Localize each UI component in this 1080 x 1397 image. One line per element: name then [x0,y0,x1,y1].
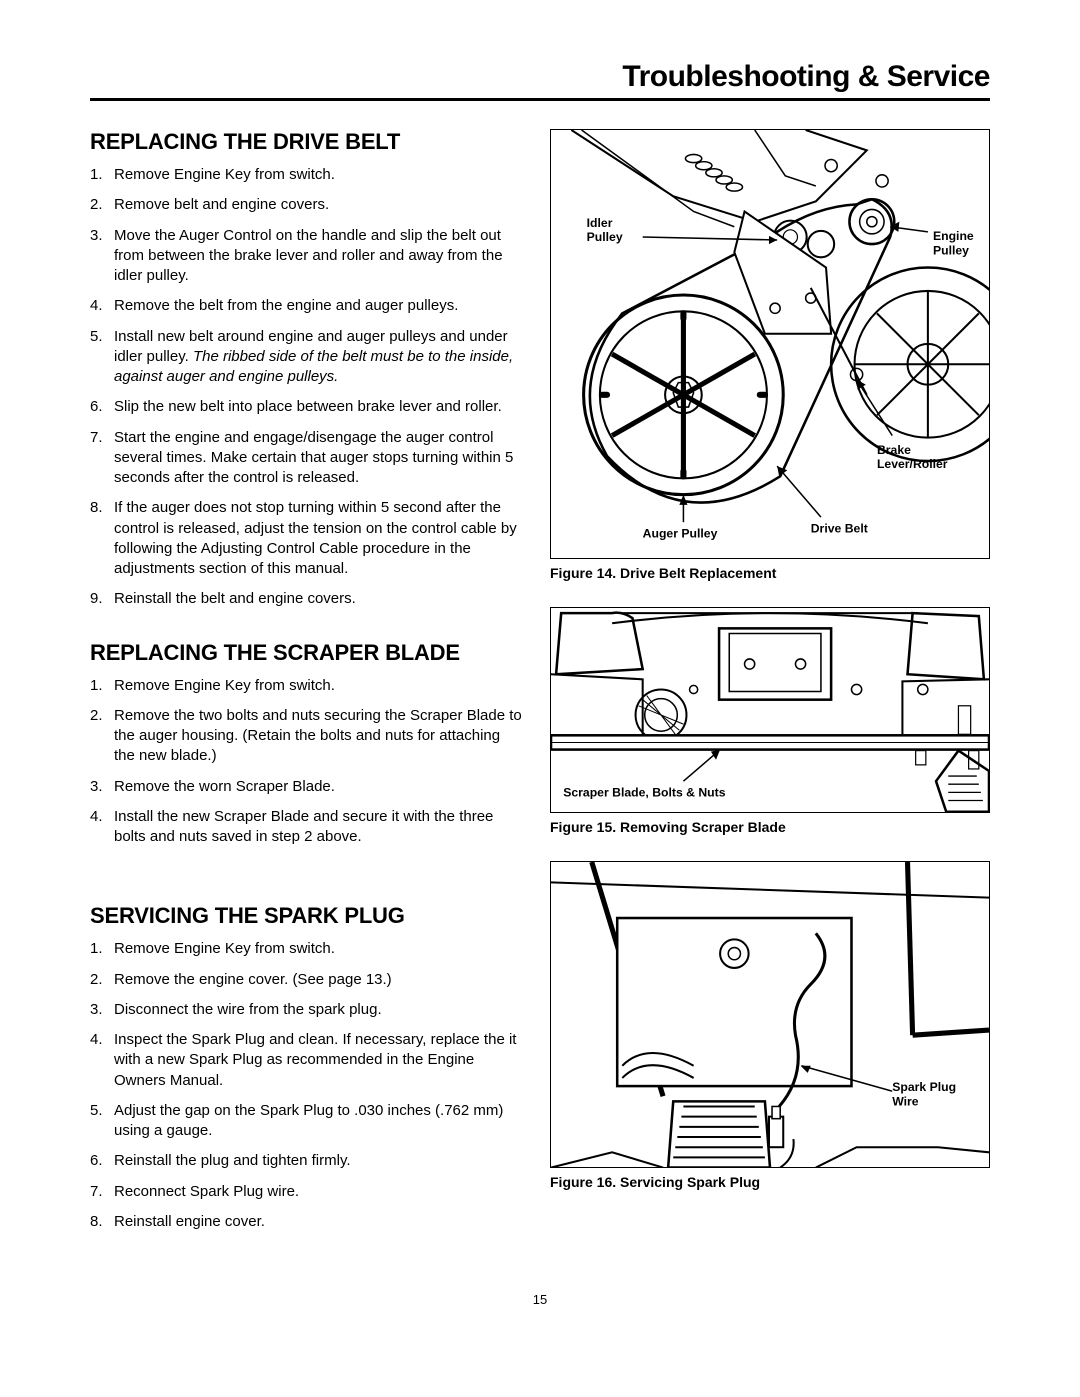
step: Reinstall engine cover. [90,1212,522,1232]
right-column: Idler Pulley Engine Pulley Brake Lever/R… [550,129,990,1242]
figure-16-box: Spark Plug Wire [550,861,990,1169]
step: Reinstall the plug and tighten firmly. [90,1151,522,1171]
step: Remove belt and engine covers. [90,195,522,215]
step: Reinstall the belt and engine covers. [90,589,522,609]
label-engine: Engine [933,229,974,243]
scraper-blade-steps: Remove Engine Key from switch. Remove th… [90,676,522,848]
step: Remove the two bolts and nuts securing t… [90,706,522,767]
scraper-blade-heading: REPLACING THE SCRAPER BLADE [90,640,522,666]
label-idler2: Pulley [587,230,623,244]
figure-14-wrapper: Idler Pulley Engine Pulley Brake Lever/R… [550,129,990,589]
step: If the auger does not stop turning withi… [90,498,522,579]
drive-belt-heading: REPLACING THE DRIVE BELT [90,129,522,155]
step: Remove the engine cover. (See page 13.) [90,970,522,990]
step: Move the Auger Control on the handle and… [90,226,522,287]
scraper-blade-diagram: Scraper Blade, Bolts & Nuts [551,608,989,812]
label-scraper: Scraper Blade, Bolts & Nuts [563,785,725,799]
figure-14-box: Idler Pulley Engine Pulley Brake Lever/R… [550,129,990,559]
label-sparkplug2: Wire [892,1094,919,1108]
step: Inspect the Spark Plug and clean. If nec… [90,1030,522,1091]
step: Adjust the gap on the Spark Plug to .030… [90,1101,522,1142]
step: Reconnect Spark Plug wire. [90,1182,522,1202]
figure-16-wrapper: Spark Plug Wire Figure 16. Servicing Spa… [550,861,990,1199]
spark-plug-heading: SERVICING THE SPARK PLUG [90,903,522,929]
step: Start the engine and engage/disengage th… [90,428,522,489]
step: Install new belt around engine and auger… [90,327,522,388]
step: Install the new Scraper Blade and secure… [90,807,522,848]
label-brake2: Lever/Roller [877,457,948,471]
step: Remove the worn Scraper Blade. [90,777,522,797]
main-columns: REPLACING THE DRIVE BELT Remove Engine K… [90,129,990,1242]
label-brake: Brake [877,443,911,457]
step: Remove Engine Key from switch. [90,165,522,185]
label-sparkplug: Spark Plug [892,1080,956,1094]
figure-15-caption: Figure 15. Removing Scraper Blade [550,819,990,835]
step: Disconnect the wire from the spark plug. [90,1000,522,1020]
spark-plug-diagram: Spark Plug Wire [551,862,989,1168]
step: Remove Engine Key from switch. [90,939,522,959]
label-idler: Idler [587,216,613,230]
label-drivebelt: Drive Belt [811,521,868,535]
page-header-bar: Troubleshooting & Service [90,60,990,101]
left-column: REPLACING THE DRIVE BELT Remove Engine K… [90,129,522,1242]
figure-15-box: Scraper Blade, Bolts & Nuts [550,607,990,813]
page-number: 15 [90,1292,990,1307]
step: Remove the belt from the engine and auge… [90,296,522,316]
page-header-title: Troubleshooting & Service [622,60,990,94]
figure-14-caption: Figure 14. Drive Belt Replacement [550,565,990,581]
figure-15-wrapper: Scraper Blade, Bolts & Nuts Figure 15. R… [550,607,990,843]
drive-belt-steps: Remove Engine Key from switch. Remove be… [90,165,522,610]
figure-16-caption: Figure 16. Servicing Spark Plug [550,1174,990,1190]
label-auger: Auger Pulley [643,526,718,540]
spark-plug-steps: Remove Engine Key from switch. Remove th… [90,939,522,1232]
drive-belt-diagram: Idler Pulley Engine Pulley Brake Lever/R… [551,130,989,558]
step: Slip the new belt into place between bra… [90,397,522,417]
label-engine2: Pulley [933,243,969,257]
step: Remove Engine Key from switch. [90,676,522,696]
